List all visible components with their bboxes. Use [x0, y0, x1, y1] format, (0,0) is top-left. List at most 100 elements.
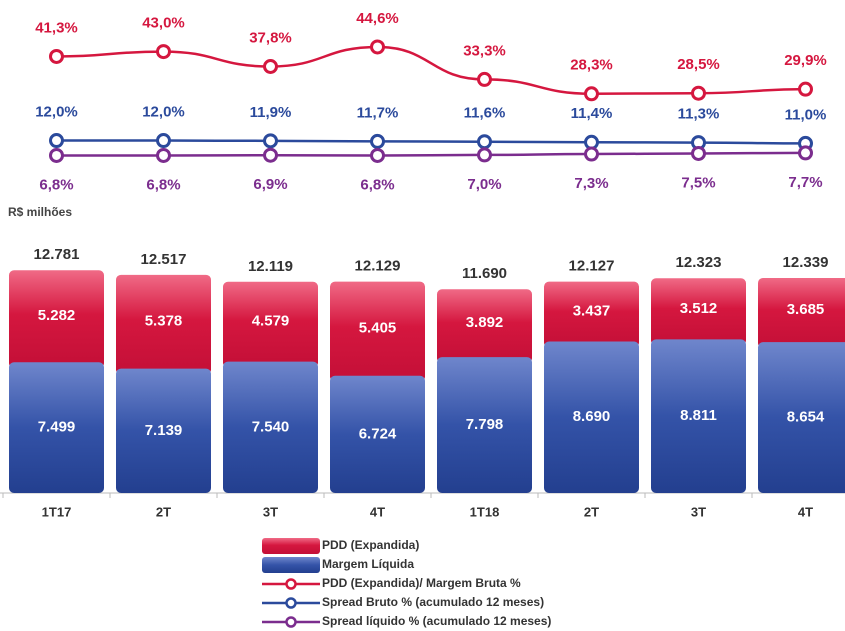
data-label: 5.378 — [145, 313, 183, 330]
bar-segment — [330, 281, 425, 382]
data-label: 41,3% — [35, 19, 78, 36]
data-label: 29,9% — [784, 52, 827, 69]
data-label: 11,6% — [464, 105, 506, 122]
x-tick-label: 3T — [691, 504, 706, 519]
legend-label: Spread líquido % (acumulado 12 meses) — [322, 614, 551, 628]
data-label: 7.139 — [145, 422, 183, 439]
data-label: 3.892 — [466, 314, 504, 331]
line-point — [156, 147, 171, 163]
data-label: 7,7% — [788, 174, 822, 191]
bar-segment — [330, 375, 425, 493]
data-label: 11,9% — [250, 104, 292, 121]
total-label: 12.339 — [783, 254, 829, 271]
data-label: 6.724 — [359, 425, 397, 442]
bar-segment — [9, 270, 104, 369]
legend-label: Spread Bruto % (acumulado 12 meses) — [322, 595, 544, 609]
line — [56, 151, 806, 157]
data-label: 12,0% — [142, 104, 185, 121]
bar-segment — [758, 277, 845, 349]
legend-marker — [285, 616, 297, 628]
legend-label: PDD (Expandida)/ Margem Bruta % — [322, 576, 521, 590]
bar-segment — [544, 341, 639, 493]
data-label: 6,8% — [39, 176, 73, 193]
x-tick-label: 1T17 — [42, 504, 72, 519]
data-label: 8.690 — [573, 408, 611, 425]
line-point — [49, 147, 64, 163]
bar-segment — [9, 362, 104, 493]
data-label: 7,0% — [467, 176, 501, 193]
data-label: 7.798 — [466, 416, 504, 433]
data-label: 3.437 — [573, 303, 611, 320]
bar-segment — [544, 281, 639, 348]
line-point — [370, 147, 385, 163]
data-label: 11,4% — [571, 105, 613, 122]
total-label: 12.323 — [676, 254, 722, 271]
legend-label: PDD (Expandida) — [322, 538, 419, 552]
bar-segment — [223, 361, 318, 493]
line-point — [798, 81, 813, 97]
total-label: 12.119 — [248, 258, 293, 275]
y-axis-label: R$ milhões — [8, 205, 72, 219]
total-label: 11.690 — [462, 265, 507, 282]
line-point — [691, 85, 706, 101]
line-point — [49, 133, 64, 149]
data-label: 6,8% — [146, 176, 180, 193]
data-label: 11,3% — [678, 106, 720, 123]
line-point — [263, 133, 278, 149]
bar-segment — [758, 342, 845, 493]
line-point — [263, 59, 278, 74]
line-point — [370, 39, 385, 55]
legend-label: Margem Líquida — [322, 557, 414, 571]
bar-segment — [116, 274, 211, 375]
x-tick-label: 4T — [370, 504, 385, 519]
line-point — [477, 71, 492, 87]
data-label: 43,0% — [142, 15, 185, 32]
data-label: 3.685 — [787, 301, 825, 318]
line-point — [584, 146, 599, 162]
line-point — [584, 134, 599, 150]
total-label: 12.127 — [569, 258, 615, 275]
data-label: 7.540 — [252, 418, 290, 435]
line-point — [477, 147, 492, 163]
total-label: 12.781 — [34, 246, 80, 263]
data-label: 8.811 — [680, 407, 717, 424]
line-point — [263, 147, 278, 163]
data-label: 12,0% — [35, 104, 78, 121]
data-label: 7,5% — [681, 174, 715, 191]
data-label: 5.282 — [38, 307, 76, 324]
data-label: 6,9% — [253, 176, 287, 193]
legend-swatch — [262, 557, 320, 573]
legend-marker — [285, 578, 297, 590]
bar-segment — [437, 357, 532, 493]
data-label: 8.654 — [787, 409, 825, 426]
data-label: 33,3% — [463, 42, 506, 59]
line-point — [798, 145, 813, 161]
data-label: 44,6% — [356, 10, 399, 27]
line-point — [156, 133, 171, 149]
line-point — [584, 86, 599, 102]
total-label: 12.517 — [141, 251, 187, 268]
data-label: 5.405 — [359, 320, 397, 337]
x-tick-label: 1T18 — [470, 504, 500, 519]
x-tick-label: 2T — [584, 504, 599, 519]
data-label: 11,0% — [785, 106, 827, 123]
line-point — [477, 134, 492, 150]
total-label: 12.129 — [355, 258, 401, 275]
line — [56, 45, 806, 96]
x-tick-label: 4T — [798, 504, 813, 519]
bar-segment — [116, 368, 211, 493]
data-label: 28,3% — [570, 57, 613, 74]
data-label: 28,5% — [677, 56, 720, 73]
data-label: 7.499 — [38, 419, 76, 436]
line — [56, 139, 806, 145]
x-tick-label: 3T — [263, 504, 278, 519]
data-label: 11,7% — [357, 104, 399, 121]
line-point — [49, 48, 64, 64]
x-tick-label: 2T — [156, 504, 171, 519]
data-label: 3.512 — [680, 300, 718, 317]
data-label: 6,8% — [360, 176, 394, 193]
bar-segment — [651, 278, 746, 346]
legend-swatch — [262, 538, 320, 554]
data-label: 4.579 — [252, 313, 290, 330]
